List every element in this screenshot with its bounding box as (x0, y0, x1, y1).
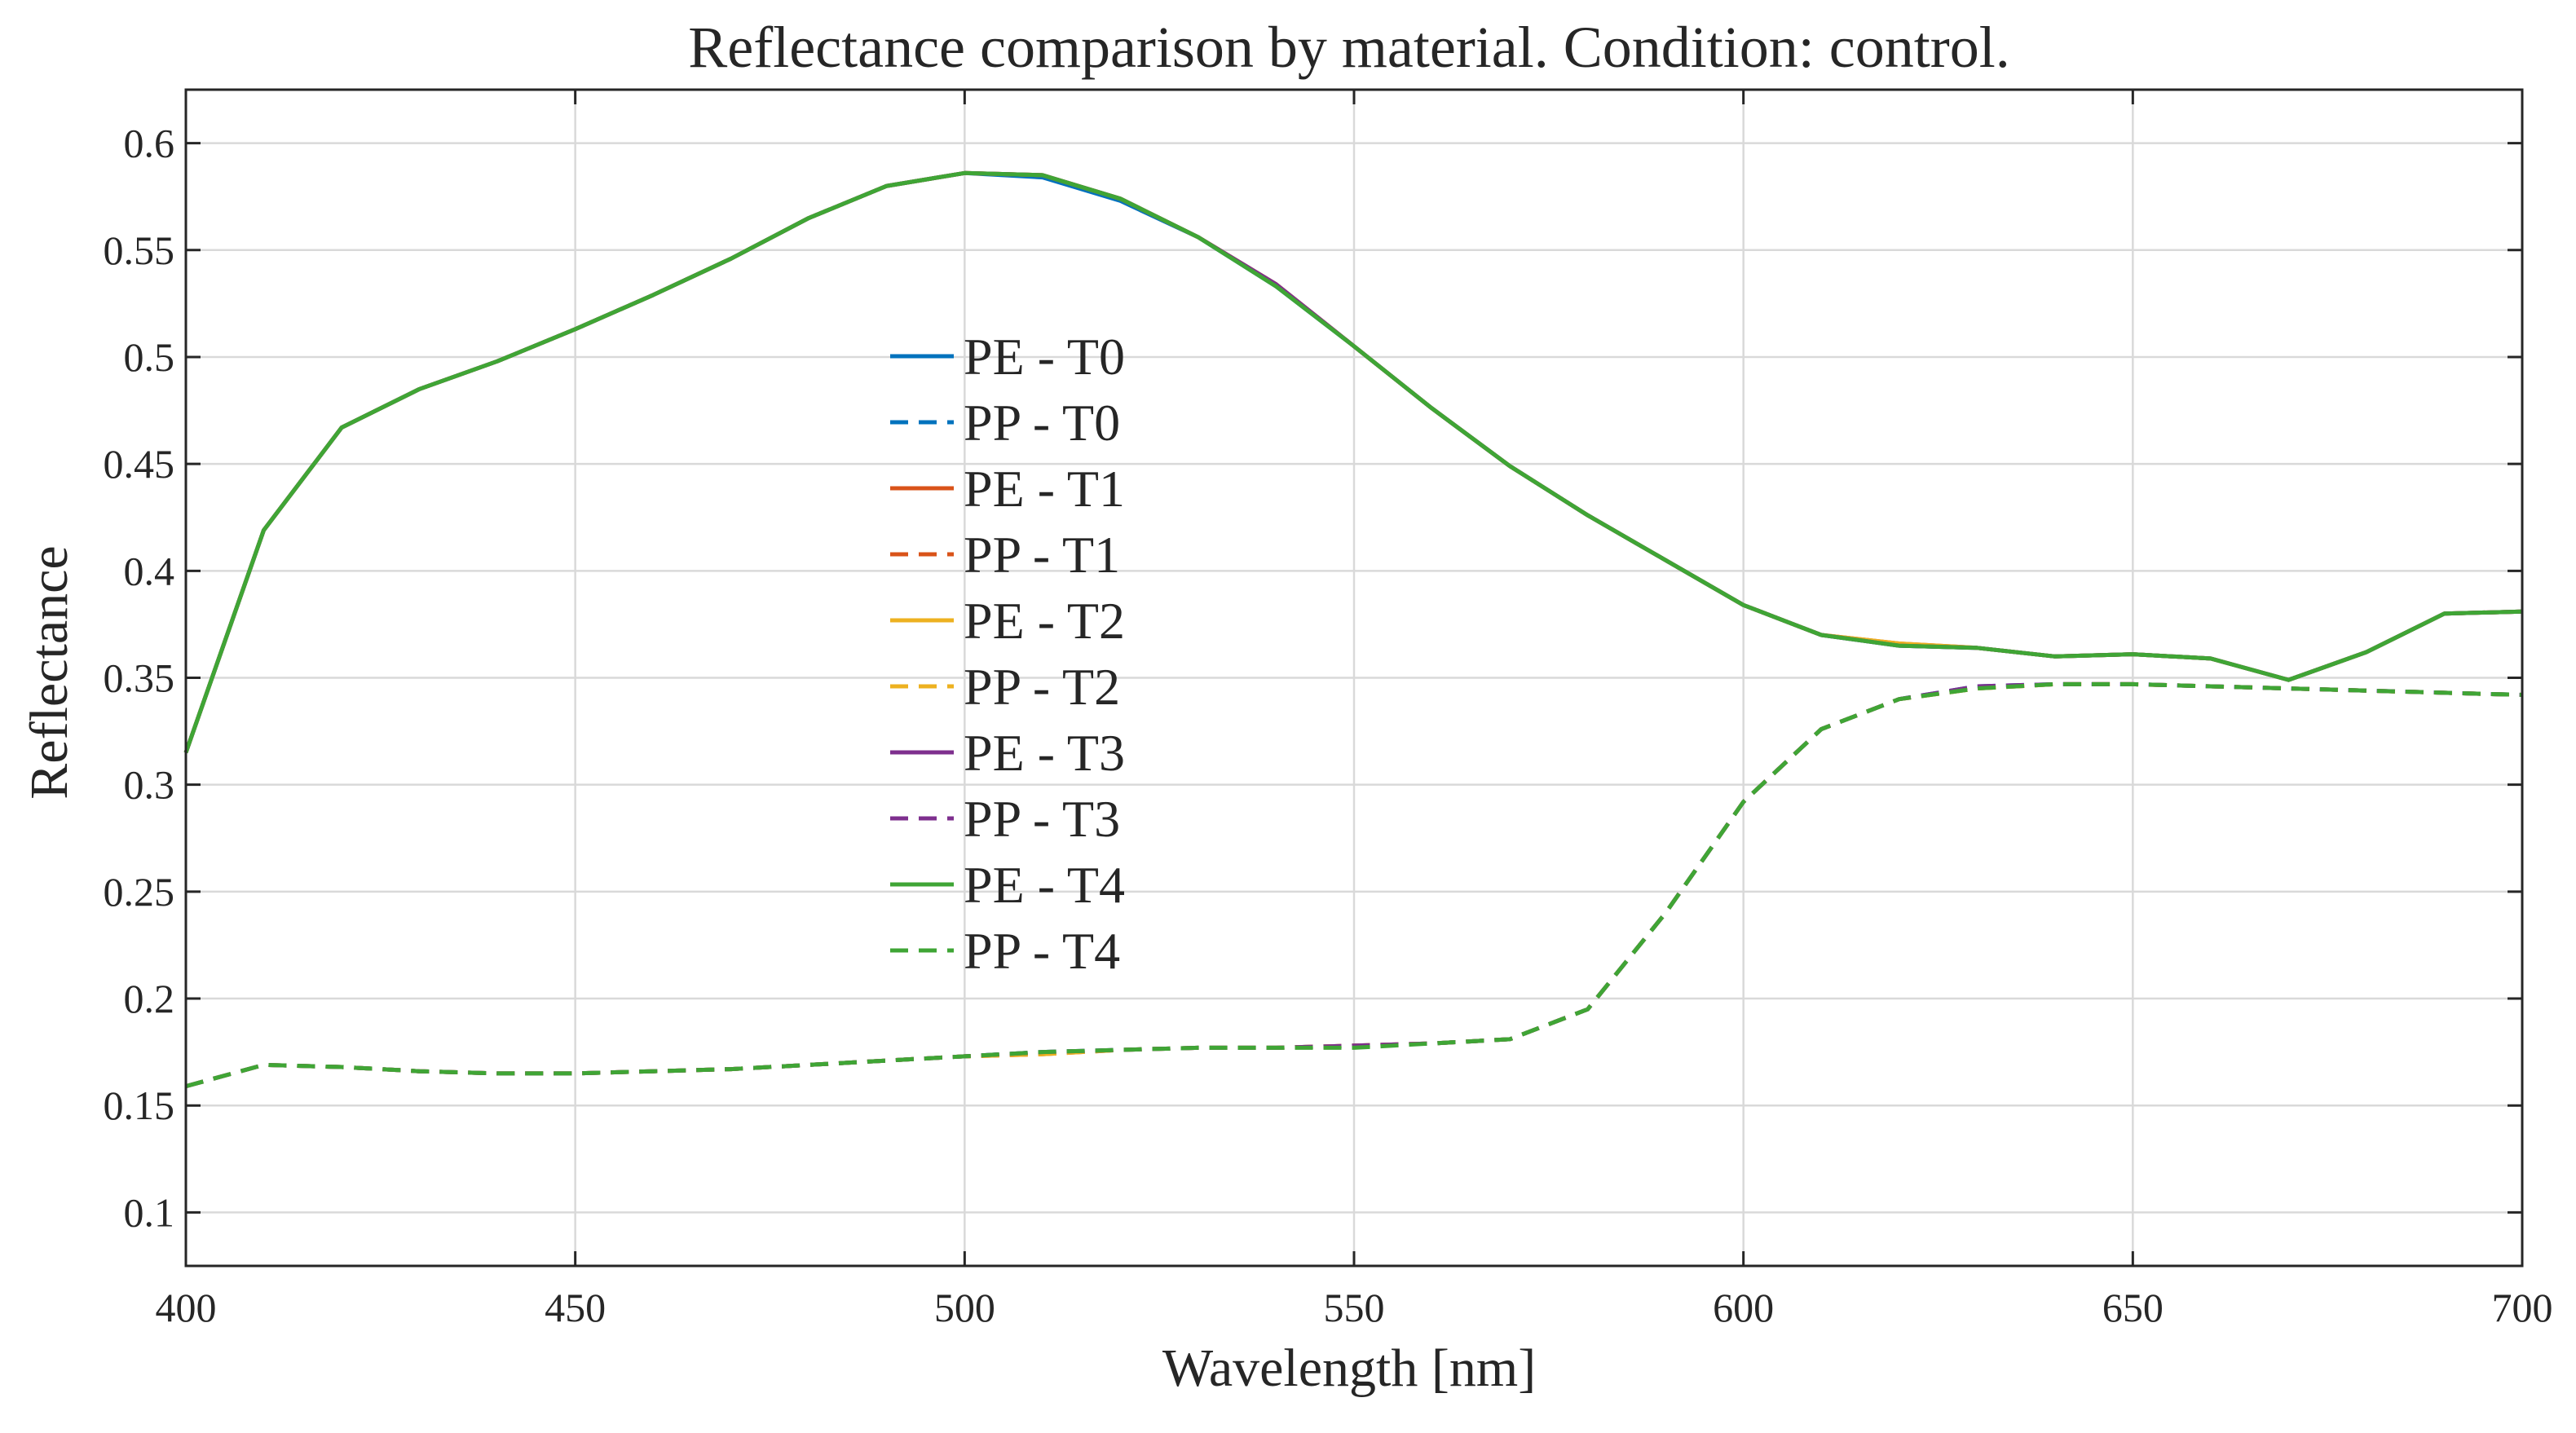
series-lines (183, 170, 2523, 1089)
y-tick-label: 0.55 (104, 227, 175, 273)
series-line-pp-t4 (185, 681, 2523, 1089)
legend: PE - T0 PP - T0 PE - T1 PP - T1 PE - T2 PP - … (890, 328, 1125, 980)
legend-label: PP - T1 (964, 526, 1120, 584)
x-tick-label: 450 (545, 1285, 606, 1330)
y-tick-label: 0.45 (104, 441, 175, 487)
y-tick-label: 0.3 (124, 762, 175, 808)
axis-ticks: 400 450 500 550 600 650 700 0.1 0.15 0.2 0.25 0.3 0.… (104, 90, 2553, 1330)
y-tick-label: 0.35 (104, 655, 175, 701)
legend-label: PE - T0 (964, 328, 1125, 386)
x-tick-label: 400 (156, 1285, 217, 1330)
y-tick-label: 0.1 (124, 1189, 175, 1235)
y-tick-label: 0.4 (124, 548, 175, 593)
legend-label: PP - T0 (964, 394, 1120, 452)
x-tick-label: 600 (1713, 1285, 1774, 1330)
y-tick-label: 0.6 (124, 121, 175, 166)
legend-label: PE - T4 (964, 856, 1125, 914)
x-tick-label: 650 (2102, 1285, 2164, 1330)
y-tick-label: 0.2 (124, 976, 175, 1021)
series-line-pe-t4 (183, 170, 2523, 754)
legend-label: PP - T3 (964, 790, 1120, 848)
x-tick-label: 550 (1324, 1285, 1385, 1330)
x-tick-label: 700 (2492, 1285, 2553, 1330)
chart-title: Reflectance comparison by material. Cond… (688, 15, 2010, 80)
y-tick-label: 0.15 (104, 1082, 175, 1128)
x-tick-label: 500 (934, 1285, 995, 1330)
legend-label: PP - T2 (964, 658, 1120, 716)
legend-label: PE - T2 (964, 592, 1125, 650)
legend-label: PE - T3 (964, 724, 1125, 782)
grid (184, 90, 2524, 1266)
x-axis-label: Wavelength [nm] (1162, 1338, 1536, 1398)
y-tick-label: 0.25 (104, 869, 175, 915)
legend-label: PE - T1 (964, 460, 1125, 518)
y-axis-label: Reflectance (20, 545, 79, 799)
legend-label: PP - T4 (964, 922, 1120, 980)
y-tick-label: 0.5 (124, 334, 175, 380)
